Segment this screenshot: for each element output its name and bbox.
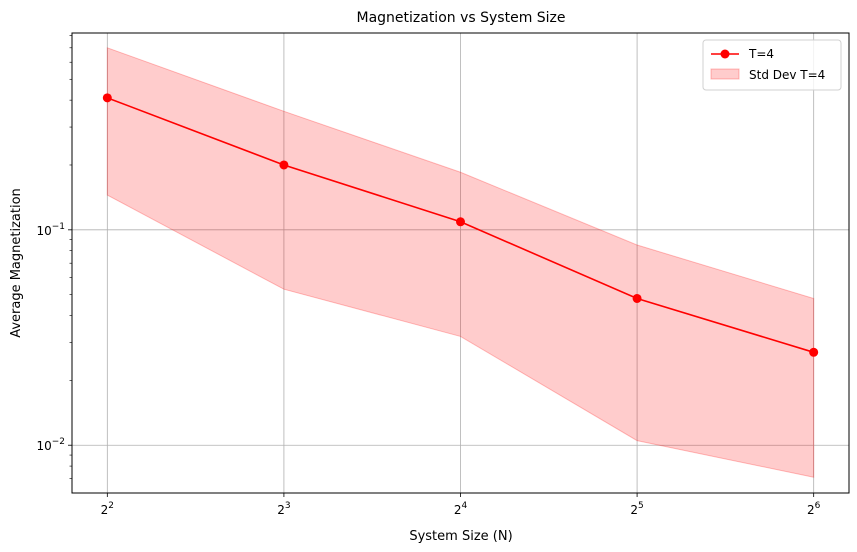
x-axis-ticks: 22 23 24 25 26 xyxy=(101,493,821,517)
legend: T=4 Std Dev T=4 xyxy=(702,39,842,91)
chart-title: Magnetization vs System Size xyxy=(356,10,565,26)
data-point xyxy=(279,160,289,170)
legend-label-band: Std Dev T=4 xyxy=(749,68,825,82)
y-tick-label: 10−1 xyxy=(36,222,65,238)
data-point xyxy=(632,293,642,303)
grid xyxy=(72,33,849,493)
data-point xyxy=(456,217,465,227)
x-axis-label: System Size (N) xyxy=(409,529,512,544)
x-tick-label: 22 xyxy=(101,501,114,517)
legend-band-swatch xyxy=(710,68,740,80)
x-tick-label: 25 xyxy=(630,501,643,517)
x-tick-label: 26 xyxy=(807,501,821,517)
y-axis-label: Average Magnetization xyxy=(9,188,24,338)
legend-label-series: T=4 xyxy=(748,47,774,61)
data-point xyxy=(102,93,112,103)
x-tick-label: 23 xyxy=(277,501,290,517)
legend-box xyxy=(702,39,842,91)
series-layer xyxy=(102,93,819,357)
legend-marker-swatch xyxy=(720,49,730,59)
std-dev-band-area xyxy=(106,47,815,478)
data-point xyxy=(809,347,819,357)
y-axis-ticks: 10−1 10−2 xyxy=(36,35,72,479)
std-dev-band xyxy=(106,47,815,478)
x-tick-label: 24 xyxy=(454,501,468,517)
y-tick-label: 10−2 xyxy=(36,437,65,453)
